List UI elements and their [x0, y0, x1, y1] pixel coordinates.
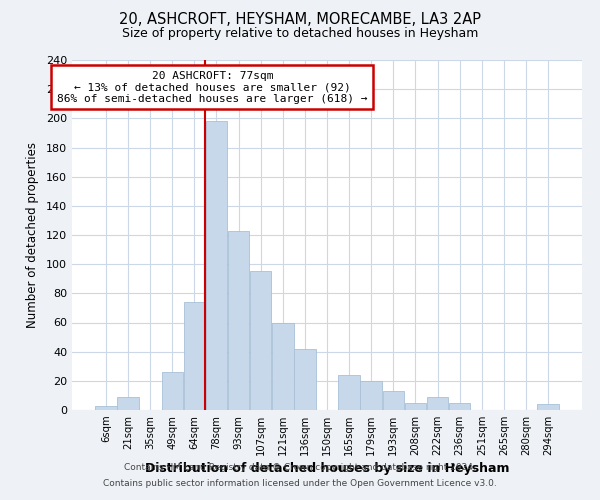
Text: Size of property relative to detached houses in Heysham: Size of property relative to detached ho… [122, 28, 478, 40]
Bar [228, 230, 249, 410]
Bar [405, 402, 426, 410]
Bar [206, 122, 227, 410]
Bar [161, 372, 183, 410]
Bar [117, 397, 139, 410]
Y-axis label: Number of detached properties: Number of detached properties [26, 142, 39, 328]
Bar [427, 397, 448, 410]
Bar [383, 391, 404, 410]
Bar [294, 349, 316, 410]
Bar [449, 402, 470, 410]
Bar [95, 406, 116, 410]
Text: 20, ASHCROFT, HEYSHAM, MORECAMBE, LA3 2AP: 20, ASHCROFT, HEYSHAM, MORECAMBE, LA3 2A… [119, 12, 481, 28]
Bar [250, 272, 271, 410]
X-axis label: Distribution of detached houses by size in Heysham: Distribution of detached houses by size … [145, 462, 509, 475]
Bar [361, 381, 382, 410]
Bar [272, 322, 293, 410]
Text: 20 ASHCROFT: 77sqm
← 13% of detached houses are smaller (92)
86% of semi-detache: 20 ASHCROFT: 77sqm ← 13% of detached hou… [57, 70, 367, 104]
Bar [338, 375, 360, 410]
Text: Contains HM Land Registry data © Crown copyright and database right 2024.: Contains HM Land Registry data © Crown c… [124, 464, 476, 472]
Bar [538, 404, 559, 410]
Text: Contains public sector information licensed under the Open Government Licence v3: Contains public sector information licen… [103, 478, 497, 488]
Bar [184, 302, 205, 410]
